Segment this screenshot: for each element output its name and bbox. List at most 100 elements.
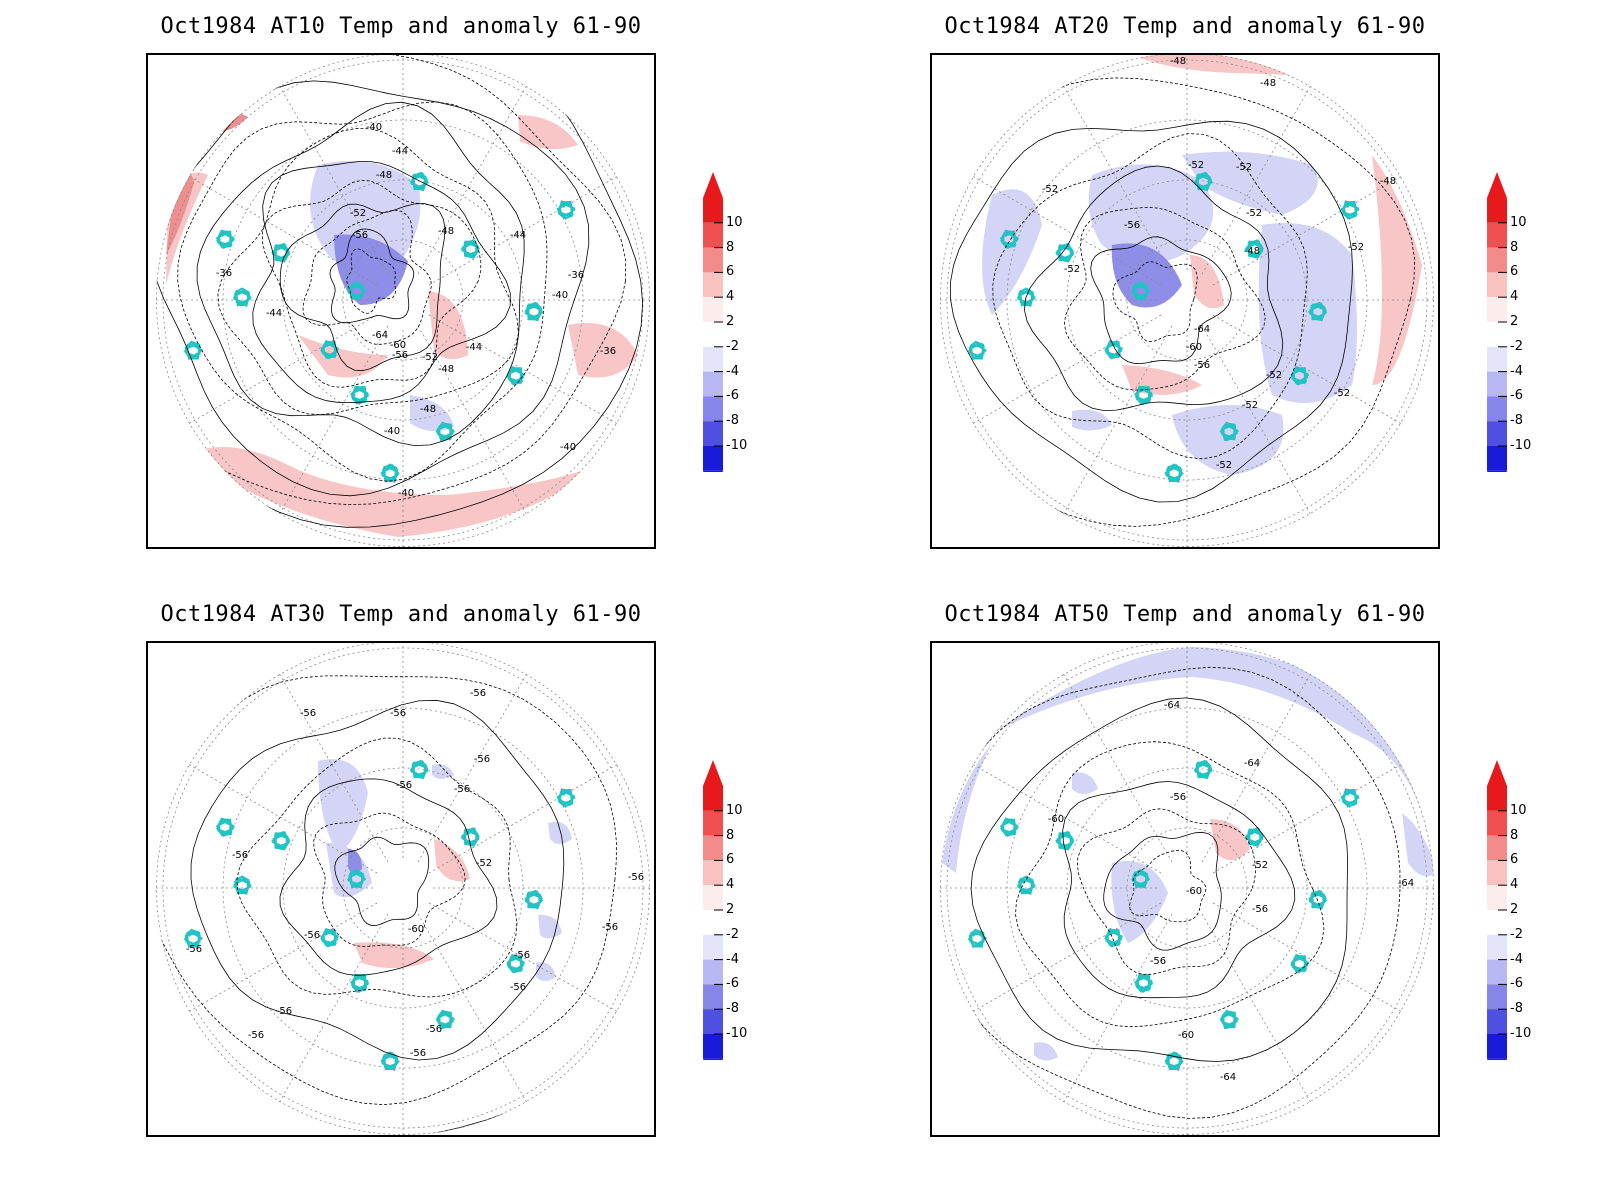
contour-label: -52 bbox=[1216, 460, 1232, 471]
colorbar-tick-label: -8 bbox=[1510, 1001, 1523, 1017]
contour-label: -60 bbox=[1186, 342, 1202, 353]
colorbar-tick-label: -10 bbox=[1510, 1026, 1532, 1041]
temperature-contours bbox=[940, 55, 1434, 547]
cold-anomaly-region bbox=[1034, 1042, 1058, 1061]
colorbar-swatches bbox=[1487, 172, 1507, 472]
colorbar-legend: 10 8 6 4 2 -2 -4 -6 -8 -10 bbox=[700, 172, 780, 472]
contour-label: -48 bbox=[376, 170, 392, 181]
contour-label: -56 bbox=[1124, 220, 1140, 231]
contour-label: -56 bbox=[510, 982, 526, 993]
contour-label: -60 bbox=[1048, 814, 1064, 825]
colorbar-swatch bbox=[703, 934, 723, 960]
colorbar-tick-label: -4 bbox=[726, 363, 739, 379]
contour-label: -56 bbox=[276, 1006, 292, 1017]
contour-label: -56 bbox=[300, 708, 316, 719]
contour-label: -56 bbox=[470, 688, 486, 699]
colorbar-swatch bbox=[703, 222, 723, 248]
cold-anomaly-region bbox=[1111, 861, 1168, 943]
colorbar-tick-label: 6 bbox=[1510, 264, 1519, 280]
colorbar-tick-label: 4 bbox=[726, 289, 735, 305]
contour-label: -40 bbox=[552, 290, 568, 301]
contour-label: -48 bbox=[1380, 176, 1396, 187]
colorbar-tick-label: 8 bbox=[726, 239, 735, 255]
colorbar-tick-label: -8 bbox=[726, 413, 739, 429]
colorbar-tick-label: 10 bbox=[1510, 802, 1527, 818]
map-panel-at50: Oct1984 AT50 Temp and anomaly 61-90 -64 -6… bbox=[784, 588, 1584, 1188]
contour-label: -48 bbox=[1170, 56, 1186, 67]
colorbar-swatch bbox=[703, 959, 723, 985]
colorbar-tick-label: 10 bbox=[1510, 214, 1527, 230]
colorbar-tick-label: -8 bbox=[726, 1001, 739, 1017]
colorbar-swatch bbox=[1487, 346, 1507, 372]
cold-anomaly-region bbox=[1258, 223, 1357, 403]
colorbar-swatch bbox=[1487, 396, 1507, 422]
colorbar-tick-label: 4 bbox=[1510, 289, 1519, 305]
colorbar-legend: 10 8 6 4 2 -2 -4 -6 -8 -10 bbox=[1484, 760, 1564, 1060]
contour-label: -52 bbox=[1334, 388, 1350, 399]
contour-label: -52 bbox=[1188, 160, 1204, 171]
contour-label: -56 bbox=[304, 930, 320, 941]
colorbar-tick-label: -8 bbox=[1510, 413, 1523, 429]
polar-map-frame: -64 -64 -56 -60 -52 -64 -60 -56 -56 -60 -64 bbox=[930, 641, 1440, 1137]
contour-label: -60 bbox=[390, 340, 406, 351]
warm-anomaly-region bbox=[298, 335, 388, 378]
colorbar-swatch bbox=[1487, 247, 1507, 273]
colorbar-top-arrow bbox=[703, 760, 723, 786]
contour-label: -64 bbox=[1164, 700, 1180, 711]
contour-label: -52 bbox=[1042, 184, 1058, 195]
colorbar-tick-label: 8 bbox=[726, 827, 735, 843]
contour-label: -52 bbox=[476, 858, 492, 869]
contour-label: -40 bbox=[366, 122, 382, 133]
contour-label: -52 bbox=[422, 352, 438, 363]
colorbar-swatch bbox=[703, 786, 723, 811]
cold-anomaly-region bbox=[536, 962, 556, 981]
colorbar-bottom-arrow bbox=[703, 1058, 723, 1060]
contour-label: -56 bbox=[390, 708, 406, 719]
contour-label: -48 bbox=[420, 404, 436, 415]
colorbar-swatch bbox=[703, 396, 723, 422]
colorbar-top-arrow bbox=[1487, 760, 1507, 786]
colorbar-bottom-arrow bbox=[1487, 470, 1507, 472]
contour-label: -52 bbox=[1252, 860, 1268, 871]
colorbar-swatch bbox=[703, 371, 723, 397]
contour-label: -52 bbox=[1246, 208, 1262, 219]
coastlines bbox=[183, 759, 576, 1071]
colorbar-swatch bbox=[703, 835, 723, 861]
coastlines bbox=[967, 171, 1360, 483]
contour-label: -48 bbox=[438, 226, 454, 237]
colorbar-tick-label: -6 bbox=[1510, 976, 1523, 992]
lat-lon-grid bbox=[940, 643, 1434, 1135]
colorbar-bottom-arrow bbox=[703, 470, 723, 472]
contour-label: -56 bbox=[426, 1024, 442, 1035]
cold-anomaly-region bbox=[1088, 164, 1214, 263]
colorbar-top-arrow bbox=[703, 172, 723, 198]
contour-label: -56 bbox=[392, 350, 408, 361]
contour-label: -52 bbox=[1236, 162, 1252, 173]
colorbar-legend: 10 8 6 4 2 -2 -4 -6 -8 -10 bbox=[700, 760, 780, 1060]
polar-stereographic-map: -48 -48 -52 -52 -52 -56 -52 -48 -52 -52 -64 -60 -56 -… bbox=[940, 55, 1434, 547]
contour-label: -52 bbox=[1242, 400, 1258, 411]
colorbar-swatch bbox=[703, 984, 723, 1010]
coastlines bbox=[967, 759, 1360, 1071]
contour-label: -60 bbox=[1178, 1030, 1194, 1041]
warm-anomaly-region bbox=[518, 115, 578, 150]
contour-label: -64 bbox=[372, 330, 388, 341]
contour-label: -56 bbox=[602, 922, 618, 933]
colorbar-swatch bbox=[703, 297, 723, 322]
colorbar-swatch bbox=[703, 322, 723, 347]
map-panel-at10: Oct1984 AT10 Temp and anomaly 61-90 -40 -4… bbox=[0, 0, 800, 600]
colorbar-swatch bbox=[703, 247, 723, 273]
warm-anomaly-region bbox=[354, 942, 434, 969]
polar-map-frame: -40 -44 -48 -52 -56 -36 -44 -48 -44 -40 -36 -36 -64-… bbox=[146, 53, 656, 549]
contour-label: -48 bbox=[1244, 246, 1260, 257]
colorbar-swatch bbox=[1487, 222, 1507, 248]
contour-label: -60 bbox=[408, 924, 424, 935]
contour-label: -36 bbox=[568, 270, 584, 281]
equator-boundary bbox=[940, 643, 1434, 1135]
cold-anomaly-region bbox=[982, 189, 1042, 315]
colorbar-tick-label: -4 bbox=[726, 951, 739, 967]
colorbar-tick-label: 2 bbox=[726, 314, 735, 329]
colorbar-tick-label: -2 bbox=[726, 338, 739, 354]
colorbar-swatch bbox=[703, 860, 723, 886]
colorbar-swatch bbox=[1487, 272, 1507, 298]
